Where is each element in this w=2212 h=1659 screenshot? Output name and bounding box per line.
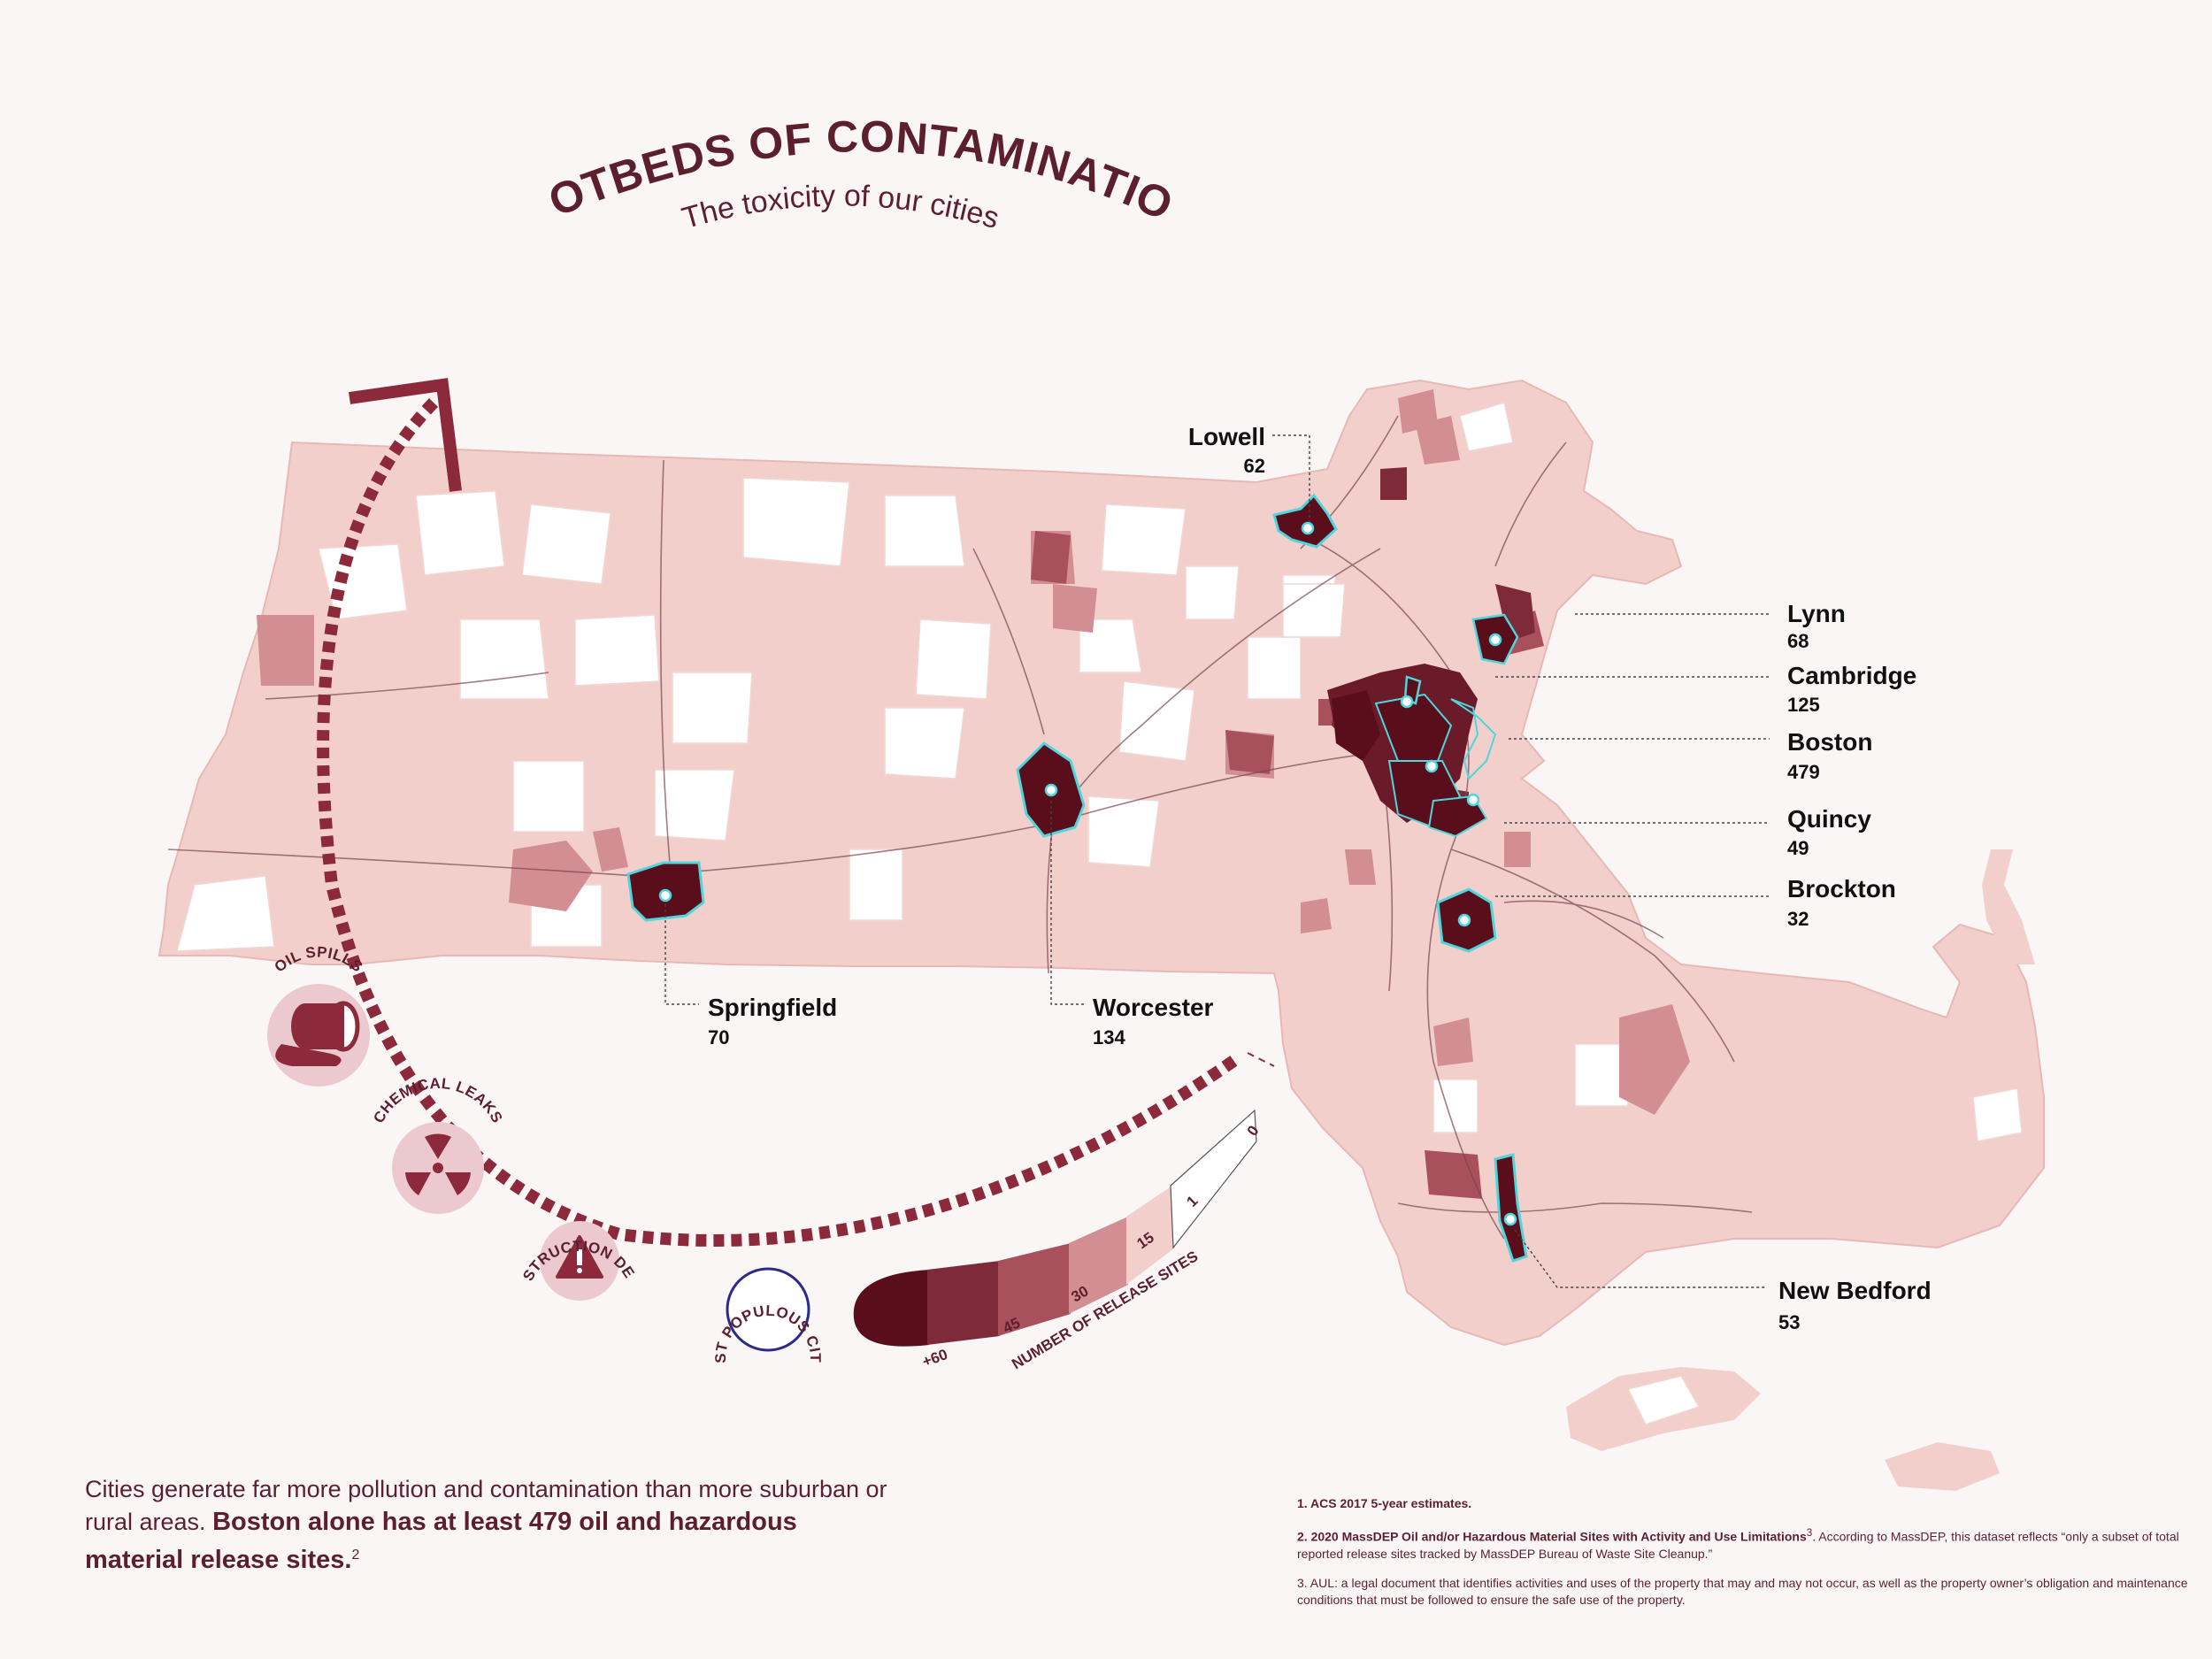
svg-text:53: 53 — [1778, 1311, 1800, 1333]
contamination-arrow — [317, 378, 1243, 1247]
svg-text:125: 125 — [1787, 694, 1820, 716]
lowell-marker[interactable] — [1301, 521, 1315, 535]
quincy-marker[interactable] — [1466, 793, 1480, 807]
cambridge-marker[interactable] — [1400, 695, 1414, 709]
city-label-worcester: Worcester 134 — [1093, 994, 1214, 1048]
towns-level-15 — [257, 389, 1690, 1115]
page-title: HOTBEDS OF CONTAMINATION — [0, 0, 1180, 230]
legend-segment-1 — [1126, 1186, 1175, 1285]
footnote-1: 1. ACS 2017 5-year estimates. — [1297, 1496, 1472, 1510]
city-label-cambridge: Cambridge 125 — [1787, 662, 1916, 716]
svg-text:62: 62 — [1244, 455, 1265, 477]
summary-text: Cities generate far more pollution and c… — [85, 1473, 899, 1577]
city-label-quincy: Quincy 49 — [1787, 805, 1871, 859]
svg-text:70: 70 — [708, 1026, 729, 1048]
legend-segment-0 — [1170, 1109, 1257, 1249]
worcester-marker[interactable] — [1044, 783, 1058, 797]
boston-area-cluster — [1327, 613, 1519, 838]
svg-text:Brockton: Brockton — [1787, 875, 1896, 902]
svg-text:Lynn: Lynn — [1787, 600, 1846, 627]
radiation-icon — [405, 1133, 471, 1195]
city-markers — [658, 521, 1517, 1226]
brockton-marker[interactable] — [1457, 913, 1471, 927]
footnote-3: 3. AUL: a legal document that identifies… — [1297, 1575, 2188, 1607]
new-bedford-marker[interactable] — [1503, 1212, 1517, 1226]
svg-text:134: 134 — [1093, 1026, 1125, 1048]
city-label-new-bedford: New Bedford 53 — [1778, 1277, 1932, 1333]
svg-text:Quincy: Quincy — [1787, 805, 1871, 833]
footnote-2: 2. 2020 MassDEP Oil and/or Hazardous Mat… — [1297, 1527, 2179, 1561]
svg-text:479: 479 — [1787, 761, 1820, 783]
svg-text:+60: +60 — [920, 1346, 950, 1371]
leader-lines — [664, 434, 1770, 1288]
city-label-boston: Boston 479 — [1787, 728, 1872, 783]
svg-text:Boston: Boston — [1787, 728, 1872, 756]
category-chemical-leaks: CHEMICAL LEAKS — [370, 1075, 505, 1214]
legend-segment-30 — [998, 1243, 1071, 1336]
lynn-marker[interactable] — [1488, 633, 1502, 647]
legend-segment-60-plus — [853, 1270, 929, 1347]
city-label-lowell: Lowell 62 — [1188, 423, 1265, 477]
summary-ref: 2 — [351, 1548, 360, 1563]
svg-text:New Bedford: New Bedford — [1778, 1277, 1932, 1304]
svg-text:68: 68 — [1787, 630, 1809, 652]
svg-text:Worcester: Worcester — [1093, 994, 1214, 1021]
boston-marker[interactable] — [1425, 759, 1439, 773]
legend-segment-45 — [927, 1261, 1000, 1345]
svg-text:Springfield: Springfield — [708, 994, 837, 1021]
massachusetts-map: Lowell 62 Lynn 68 Cambridge 125 Boston 4… — [157, 379, 2045, 1491]
nantucket — [1885, 1442, 2000, 1491]
lowell-shape — [1272, 493, 1338, 549]
svg-text:32: 32 — [1787, 908, 1809, 930]
city-label-springfield: Springfield 70 — [708, 994, 837, 1048]
summary-part2: Boston alone has at least 479 oil and ha… — [85, 1508, 797, 1574]
arrow-head-icon — [349, 378, 462, 492]
category-oil-spills: OIL SPILLS — [267, 943, 370, 1087]
springfield-marker[interactable] — [658, 888, 672, 902]
summary-part1: Cities generate far more pollution and c… — [85, 1476, 887, 1535]
legend-segment-15 — [1069, 1217, 1128, 1314]
svg-text:Cambridge: Cambridge — [1787, 662, 1916, 689]
city-labels: Lowell 62 Lynn 68 Cambridge 125 Boston 4… — [708, 423, 1932, 1333]
footnotes: 1. ACS 2017 5-year estimates. 2. 2020 Ma… — [1297, 1495, 2191, 1621]
city-label-lynn: Lynn 68 — [1787, 600, 1846, 652]
page-subtitle: The toxicity of our cities — [679, 179, 1003, 235]
cape-cod-tail — [1982, 849, 2035, 964]
svg-text:Lowell: Lowell — [1188, 423, 1265, 450]
oil-barrel-icon — [275, 1001, 360, 1066]
legend-scale — [853, 1052, 1275, 1347]
city-label-brockton: Brockton 32 — [1787, 875, 1896, 930]
warning-triangle-icon — [556, 1235, 603, 1279]
svg-text:49: 49 — [1787, 837, 1809, 859]
